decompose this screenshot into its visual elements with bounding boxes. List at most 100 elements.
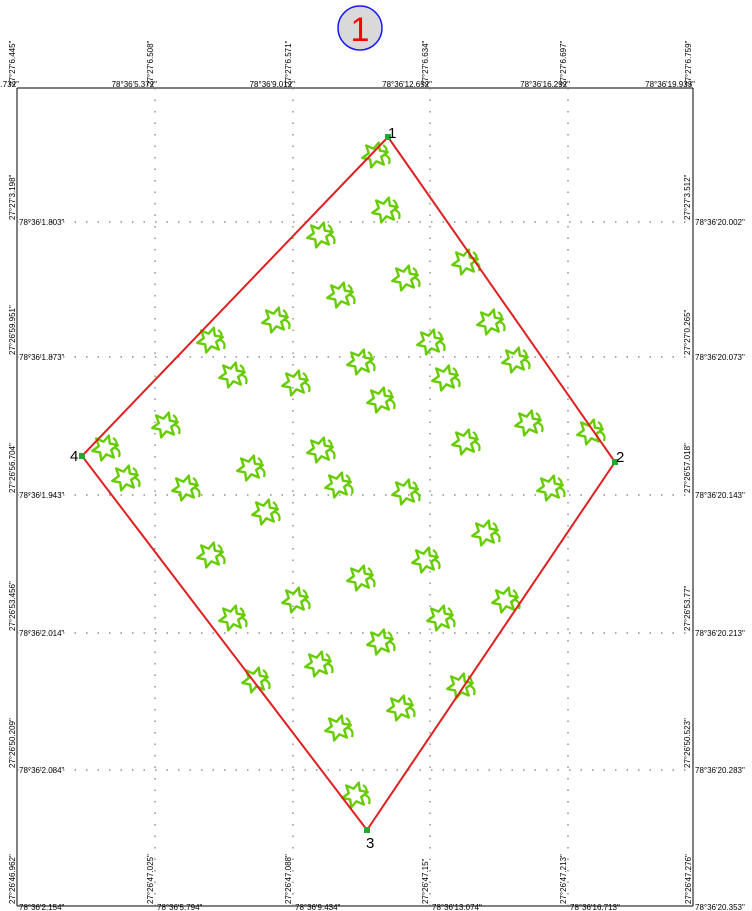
coordinate-labels: 27°27'6.445"78°36'1.732"27°26'46.962"78°…	[0, 40, 745, 911]
left-lon-label: 78°36'1.943"	[19, 491, 65, 500]
tree-star-shape	[576, 418, 604, 446]
tree-branch-shape	[239, 364, 248, 385]
bottom-lon-label: 78°36'2.154"	[19, 903, 65, 911]
top-lon-label: 78°36'16.292"	[520, 80, 570, 89]
tree-branch-shape	[535, 412, 544, 433]
tree-branch-shape	[325, 653, 334, 674]
tree-star-shape	[218, 361, 246, 389]
tree-star-shape	[261, 306, 289, 334]
tree-icon	[371, 196, 401, 224]
tree-star-shape	[196, 541, 224, 569]
tree-branch-shape	[132, 467, 141, 488]
tree-branch-shape	[382, 144, 391, 165]
tree-icon	[391, 264, 421, 292]
tree-star-shape	[366, 386, 394, 414]
tree-icon	[416, 328, 446, 356]
top-lon-label: 78°36'5.372"	[112, 80, 158, 89]
tree-star-shape	[361, 141, 389, 169]
tree-branch-shape	[407, 697, 416, 718]
bottom-lon-label: 78°36'13.074"	[432, 903, 482, 911]
right-lon-label: 78°36'20.283"	[695, 766, 745, 775]
tree-branch-shape	[472, 431, 481, 452]
tree-star-shape	[171, 474, 199, 502]
tree-branch-shape	[387, 631, 396, 652]
left-lat-label: 27°26'59.951"	[8, 305, 17, 355]
bottom-lat-label: 27°26'47.088"	[284, 854, 293, 904]
tree-branch-shape	[217, 544, 226, 565]
tree-star-shape	[536, 474, 564, 502]
tree-icon	[514, 409, 544, 437]
tree-star-shape	[346, 348, 374, 376]
tree-symbols	[91, 141, 606, 809]
left-lat-label: 27°26'56.704"	[8, 443, 17, 493]
right-lat-label: 27°26'50.523"	[683, 718, 692, 768]
left-lat-label: 27°26'53.456"	[8, 581, 17, 631]
tree-icon	[171, 474, 201, 502]
tree-icon	[426, 604, 456, 632]
top-lat-label: 27°27'6.697"	[559, 40, 568, 86]
tree-icon	[304, 650, 334, 678]
vertex-3[interactable]: 3	[364, 827, 374, 852]
vertex-2[interactable]: 2	[612, 449, 624, 466]
tree-icon	[111, 464, 141, 492]
tree-star-shape	[324, 471, 352, 499]
bottom-lon-label: 78°36'20.353"	[695, 903, 745, 911]
tree-branch-shape	[345, 474, 354, 495]
tree-branch-shape	[467, 675, 476, 696]
right-lat-label: 27°26'57.018"	[683, 443, 692, 493]
tree-icon	[236, 454, 266, 482]
tree-star-shape	[341, 781, 369, 809]
tree-star-shape	[304, 650, 332, 678]
left-lon-label: 78°36'1.803"	[19, 218, 65, 227]
tree-star-shape	[391, 478, 419, 506]
tree-star-shape	[371, 196, 399, 224]
bottom-lat-label: 27°26'47.276"	[684, 854, 693, 904]
tree-branch-shape	[327, 224, 336, 245]
vertex-marker	[79, 453, 85, 459]
top-lat-label: 27°27'6.508"	[146, 40, 155, 86]
tree-branch-shape	[367, 567, 376, 588]
tree-branch-shape	[172, 414, 181, 435]
tree-star-shape	[306, 436, 334, 464]
left-lon-label: 78°36'1.873"	[19, 353, 65, 362]
tree-icon	[346, 348, 376, 376]
tree-branch-shape	[597, 421, 606, 442]
tree-star-shape	[218, 604, 246, 632]
top-lat-label: 27°27'6.571"	[284, 40, 293, 86]
tree-star-shape	[111, 464, 139, 492]
tree-branch-shape	[112, 437, 121, 458]
tree-icon	[471, 519, 501, 547]
right-lon-label: 78°36'20.143"	[695, 491, 745, 500]
tree-star-shape	[451, 248, 479, 276]
tree-star-shape	[391, 264, 419, 292]
left-lat-label: 27°27'3.198"	[8, 174, 17, 220]
right-lon-label: 78°36'20.073"	[695, 353, 745, 362]
tree-branch-shape	[522, 349, 531, 370]
tree-icon	[91, 434, 121, 462]
vertex-4[interactable]: 4	[70, 448, 85, 465]
top-lat-label: 27°27'6.634"	[421, 40, 430, 86]
tree-star-shape	[236, 454, 264, 482]
sheet-number-badge: 1	[337, 5, 383, 51]
tree-star-shape	[514, 409, 542, 437]
tree-star-shape	[431, 364, 459, 392]
tree-icon	[281, 586, 311, 614]
tree-icon	[251, 498, 281, 526]
vertex-1[interactable]: 1	[385, 125, 396, 142]
tree-star-shape	[451, 428, 479, 456]
tree-branch-shape	[217, 329, 226, 350]
tree-icon	[536, 474, 566, 502]
tree-branch-shape	[262, 669, 271, 690]
right-lat-label: 27°27'3.512"	[683, 174, 692, 220]
left-lat-label: 27°26'50.209"	[8, 718, 17, 768]
tree-branch-shape	[387, 389, 396, 410]
tree-star-shape	[281, 586, 309, 614]
tree-branch-shape	[447, 607, 456, 628]
vertex-label: 3	[366, 835, 374, 852]
tree-icon	[576, 418, 606, 446]
top-lon-label: 78°36'9.012"	[250, 80, 296, 89]
tree-branch-shape	[302, 372, 311, 393]
vertex-marker	[364, 827, 370, 833]
tree-branch-shape	[282, 309, 291, 330]
